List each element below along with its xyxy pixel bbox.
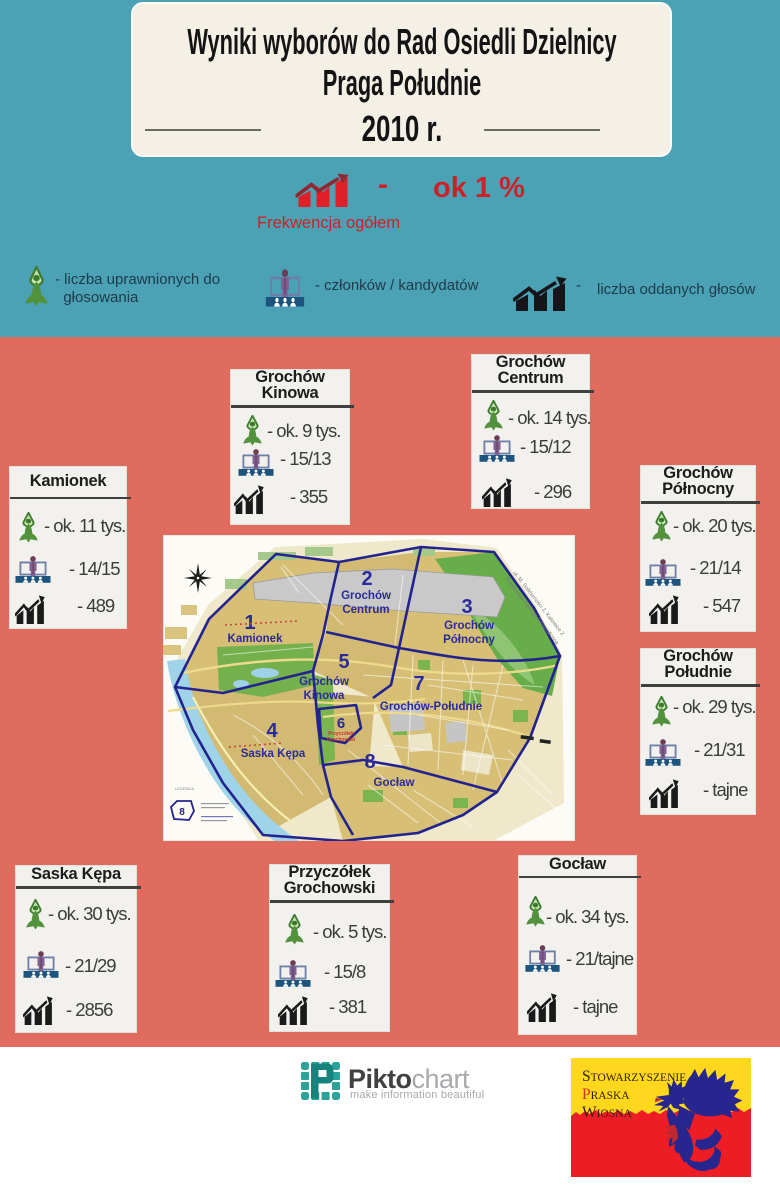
svg-text:Kinowa: Kinowa (304, 690, 345, 702)
svg-text:Gocław: Gocław (374, 777, 415, 789)
svg-text:7: 7 (413, 673, 424, 695)
svg-text:4: 4 (266, 720, 278, 742)
svg-text:Grochów: Grochów (299, 676, 349, 688)
svg-text:Grochów: Grochów (341, 590, 391, 602)
svg-text:8: 8 (364, 751, 375, 773)
svg-text:Północny: Północny (443, 634, 495, 646)
svg-text:Grochów: Grochów (444, 620, 494, 632)
svg-text:5: 5 (338, 651, 349, 673)
svg-text:3: 3 (461, 596, 472, 618)
svg-text:Centrum: Centrum (342, 604, 389, 616)
svg-text:Grochowski: Grochowski (327, 737, 356, 743)
svg-text:6: 6 (337, 715, 345, 732)
svg-text:LEGENDA: LEGENDA (175, 786, 194, 791)
svg-text:Grochów-Południe: Grochów-Południe (380, 701, 482, 713)
svg-text:8: 8 (179, 807, 185, 818)
svg-text:Przyczółek: Przyczółek (328, 731, 354, 737)
svg-text:2: 2 (361, 568, 372, 590)
svg-text:Kamionek: Kamionek (228, 633, 284, 645)
svg-text:Saska Kępa: Saska Kępa (241, 748, 306, 760)
svg-text:PRASKA: PRASKA (582, 1086, 630, 1103)
svg-text:STOWARZYSZENIE: STOWARZYSZENIE (582, 1068, 686, 1085)
svg-text:WIOSNA: WIOSNA (582, 1104, 632, 1121)
